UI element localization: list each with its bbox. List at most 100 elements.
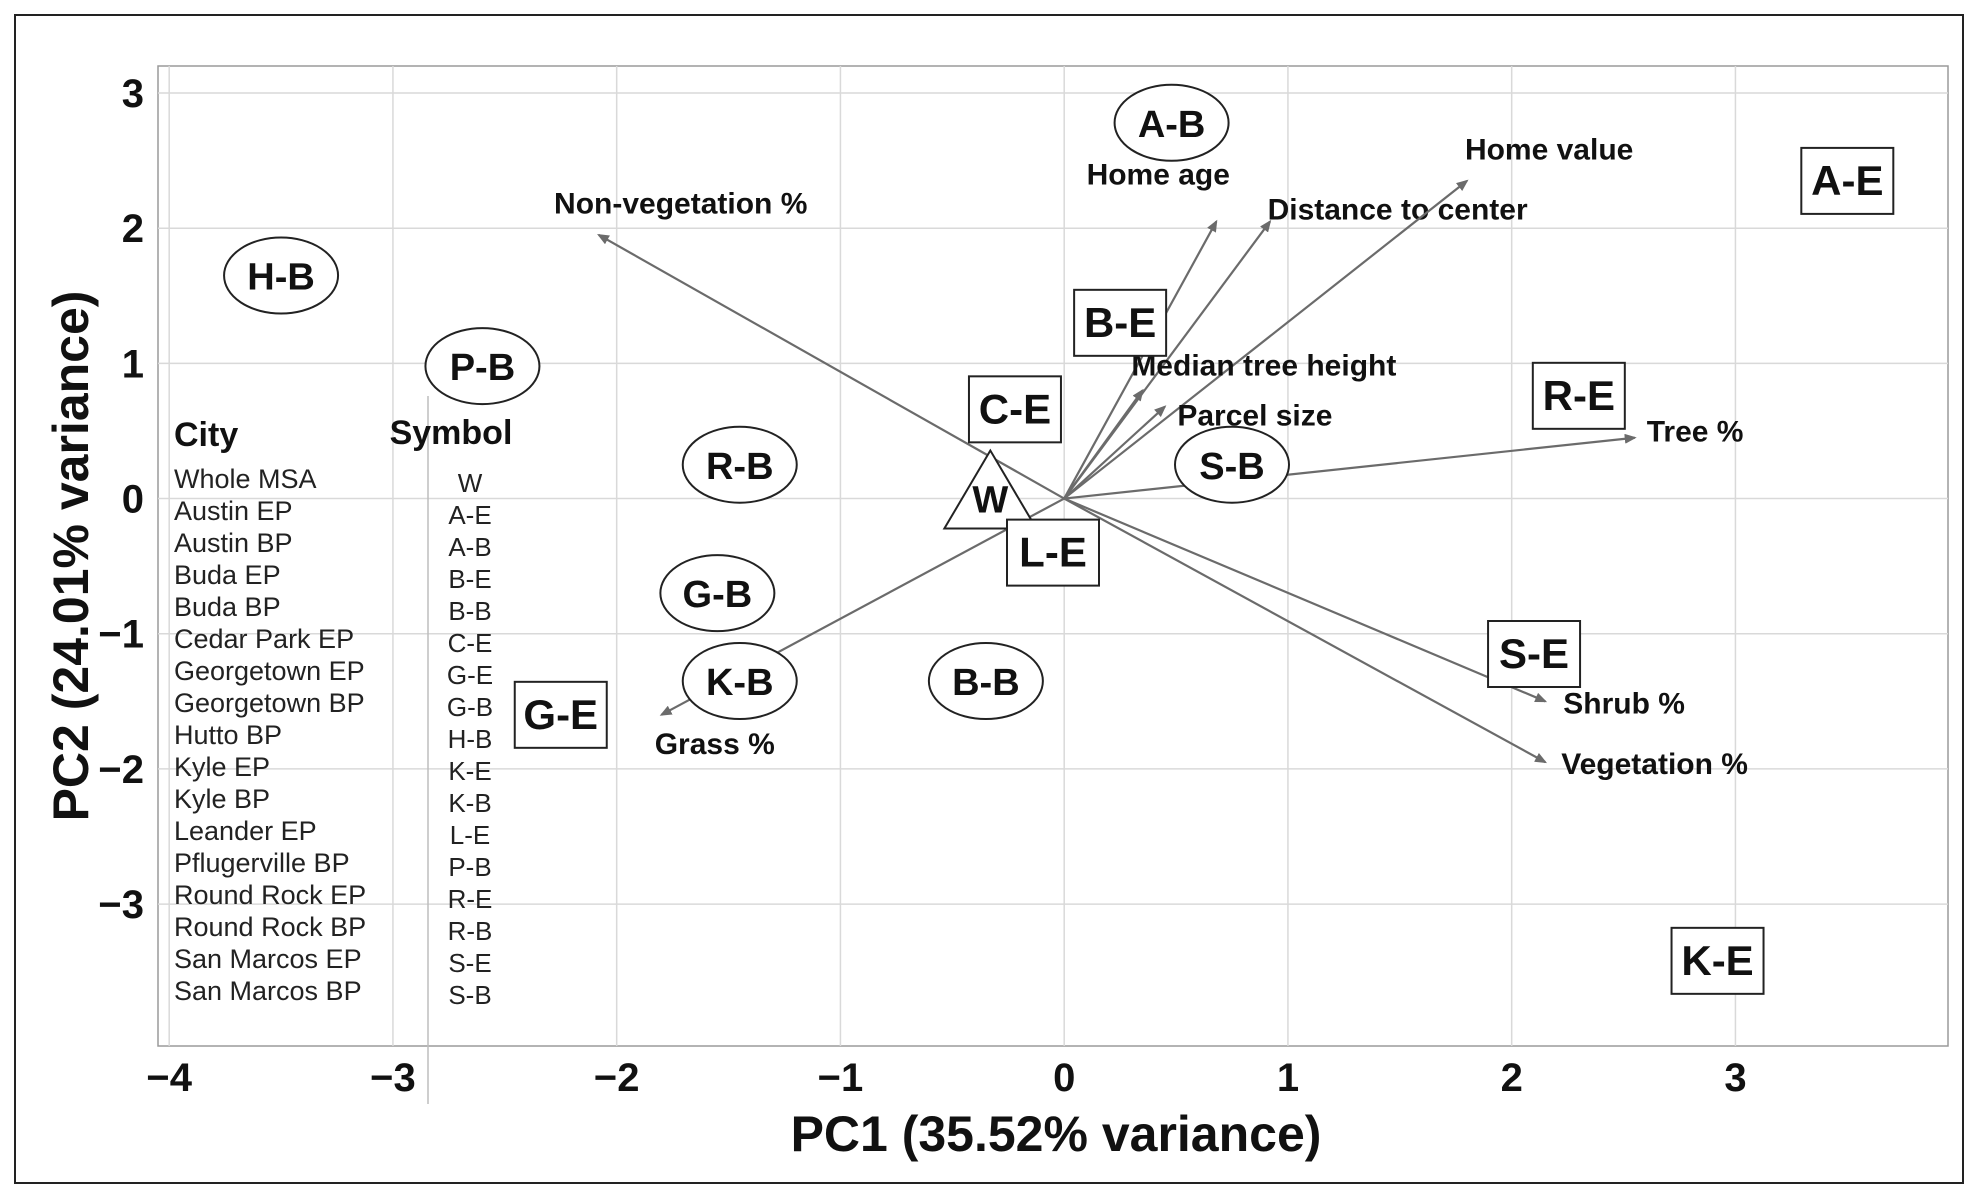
loading-arrow-parcel-size — [1063, 405, 1167, 500]
y-tick-label: 1 — [122, 342, 144, 386]
ellipse-marker — [681, 642, 798, 721]
x-tick-label: 2 — [1501, 1056, 1523, 1100]
legend-city: Leander EP — [174, 816, 317, 846]
point-label: K-B — [706, 662, 774, 704]
point-r-b: R-B — [681, 425, 798, 504]
y-tick-label: 3 — [122, 72, 144, 116]
loading-arrow-shrub — [1063, 497, 1548, 703]
point-label: S-E — [1499, 630, 1569, 677]
loading-arrow-vegetation — [1063, 497, 1548, 764]
ellipse-marker — [659, 554, 776, 633]
point-p-b: P-B — [424, 327, 541, 406]
legend-city: Cedar Park EP — [174, 624, 354, 654]
legend-symbol: A-B — [448, 532, 491, 562]
legend-symbol: H-B — [448, 724, 493, 754]
box-marker — [1670, 926, 1765, 995]
legend-symbol: K-B — [448, 788, 491, 818]
point-a-b: A-B — [1113, 83, 1230, 162]
point-label: P-B — [450, 347, 515, 389]
legend-city: Round Rock BP — [174, 912, 366, 942]
y-tick-label: 2 — [122, 207, 144, 251]
point-label: C-E — [979, 385, 1051, 432]
loading-label-tree: Tree % — [1647, 416, 1744, 449]
legend-symbol: B-E — [448, 564, 491, 594]
legend-city: Whole MSA — [174, 464, 317, 494]
loading-label-non-vegetation: Non-vegetation % — [554, 187, 807, 220]
point-g-b: G-B — [659, 554, 776, 633]
box-marker — [1800, 146, 1895, 215]
axis-ticks: −4 −3 −2 −1 0 1 2 3 3 2 1 0 −1 −2 −3 — [98, 72, 1746, 1100]
x-tick-label: 0 — [1053, 1056, 1075, 1100]
point-label: K-E — [1681, 937, 1753, 984]
legend-symbol: R-B — [448, 916, 493, 946]
point-label: B-B — [952, 662, 1020, 704]
point-k-b: K-B — [681, 642, 798, 721]
ellipse-marker — [681, 425, 798, 504]
legend-city: San Marcos BP — [174, 976, 362, 1006]
point-h-b: H-B — [223, 236, 340, 315]
legend-header-symbol: Symbol — [390, 414, 513, 452]
legend-city: Pflugerville BP — [174, 848, 350, 878]
point-label: G-E — [523, 691, 598, 738]
loading-label-shrub: Shrub % — [1563, 687, 1685, 720]
legend-city: Hutto BP — [174, 720, 282, 750]
loading-arrow-home-age — [1063, 219, 1218, 500]
legend-symbol: S-E — [448, 948, 491, 978]
point-label: W — [972, 480, 1008, 522]
legend-symbol: L-E — [450, 820, 490, 850]
grid — [158, 66, 1948, 1046]
point-a-e: A-E — [1800, 146, 1895, 215]
y-axis-label: PC2 (24.01% variance) — [43, 291, 99, 822]
legend-symbol: W — [458, 468, 483, 498]
point-label: A-E — [1811, 157, 1883, 204]
legend-city: Austin BP — [174, 528, 293, 558]
loading-label-distance-to-center: Distance to center — [1268, 193, 1528, 226]
loading-label-home-age: Home age — [1087, 158, 1230, 191]
loading-label-vegetation: Vegetation % — [1561, 748, 1748, 781]
point-s-b: S-B — [1174, 425, 1290, 504]
legend-symbol: G-B — [447, 692, 493, 722]
legend-city: Austin EP — [174, 496, 293, 526]
loading-label-grass: Grass % — [655, 728, 775, 761]
x-tick-label: −3 — [370, 1056, 416, 1100]
x-tick-label: −1 — [818, 1056, 864, 1100]
legend-symbol: S-B — [448, 980, 491, 1010]
loading-arrow-tree — [1064, 433, 1637, 500]
x-axis-label: PC1 (35.52% variance) — [791, 1106, 1322, 1162]
x-tick-label: −2 — [594, 1056, 640, 1100]
triangle-marker — [942, 448, 1039, 530]
x-tick-label: 1 — [1277, 1056, 1299, 1100]
loading-label-parcel-size: Parcel size — [1177, 399, 1332, 432]
pca-biplot: −4 −3 −2 −1 0 1 2 3 3 2 1 0 −1 −2 −3 Non-vegetation % H… — [43, 65, 1949, 1162]
point-g-e: G-E — [513, 680, 608, 749]
plot-area — [157, 65, 1949, 1047]
box-marker — [1006, 518, 1100, 587]
point-label: B-E — [1084, 299, 1156, 346]
loading-label-home-value: Home value — [1465, 133, 1633, 166]
loading-arrow-non-vegetation — [597, 233, 1065, 500]
box-marker — [1487, 620, 1582, 688]
point-k-e: K-E — [1670, 926, 1765, 995]
y-tick-label: −3 — [98, 883, 144, 927]
loading-label-median-tree-height: Median tree height — [1131, 350, 1396, 383]
loading-arrow-home-value — [1063, 179, 1469, 500]
ellipse-marker — [927, 642, 1044, 721]
point-r-e: R-E — [1531, 361, 1626, 430]
legend-symbol: G-E — [447, 660, 493, 690]
box-marker — [1073, 288, 1168, 357]
point-l-e: L-E — [1006, 518, 1100, 587]
legend: City Symbol Whole MSA W Austin EP A-E Austin B… — [174, 396, 512, 1104]
point-label: R-B — [706, 446, 774, 488]
point-label: G-B — [683, 574, 753, 616]
loading-arrow-median-tree-height — [1063, 388, 1144, 500]
point-label: R-E — [1543, 372, 1615, 419]
ellipse-marker — [1174, 425, 1290, 504]
point-w: W — [942, 448, 1039, 530]
point-label: L-E — [1019, 529, 1087, 576]
legend-symbol: B-B — [448, 596, 491, 626]
legend-symbol: K-E — [448, 756, 491, 786]
point-s-e: S-E — [1487, 620, 1582, 688]
score-points: A-B A-E H-B B-E P-B C-E R-E R-B S-B W L-E G-B S-E K-B… — [223, 83, 1895, 995]
legend-city: Buda EP — [174, 560, 281, 590]
legend-header-city: City — [174, 416, 238, 454]
